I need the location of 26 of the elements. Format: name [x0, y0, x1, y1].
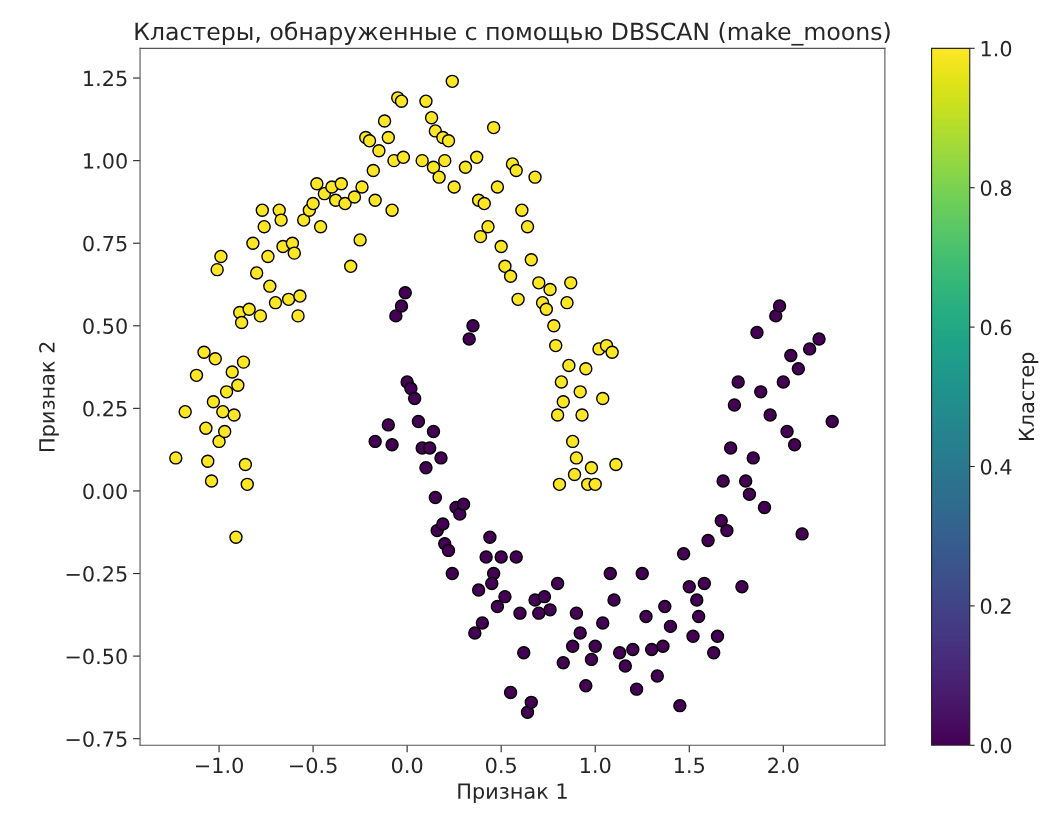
color-bar-label: 1.0 [981, 40, 1012, 57]
x-tick-label: 1.0 [580, 757, 611, 774]
x-tick-label: 1.5 [674, 757, 705, 774]
y-tick-label: −0.50 [66, 648, 127, 665]
y-tick-label: 0.50 [83, 318, 127, 334]
color-bar-title: Кластер [1018, 352, 1039, 441]
color-bar-label: 0.4 [980, 458, 1012, 475]
color-bar-label: 0.8 [980, 180, 1012, 196]
x-axis-title: Признак 1 [458, 783, 567, 803]
x-tick-label: 2.0 [768, 757, 799, 774]
y-tick-label: 0.00 [83, 483, 127, 500]
y-tick-label: 0.25 [83, 400, 127, 417]
chart-title: Кластеры, обнаруженные с помощью DBSCAN (make_moons) [135, 21, 890, 46]
x-tick-label: 0.0 [391, 757, 423, 774]
color-bar-label: 0.0 [980, 737, 1012, 754]
color-bar-label: 0.6 [980, 319, 1012, 336]
y-tick-label: −0.75 [66, 731, 127, 747]
y-tick-label: 1.25 [84, 70, 127, 87]
x-tick-label: −0.5 [290, 757, 337, 774]
y-tick-label: 0.75 [83, 235, 127, 252]
color-bar-label: 0.2 [980, 598, 1011, 615]
x-tick-label: 0.5 [485, 757, 516, 774]
x-tick-label: −1.0 [195, 757, 243, 774]
y-axis-title: Признак 2 [39, 342, 59, 451]
y-tick-label: −0.25 [66, 565, 127, 582]
y-tick-label: 1.00 [84, 153, 127, 169]
